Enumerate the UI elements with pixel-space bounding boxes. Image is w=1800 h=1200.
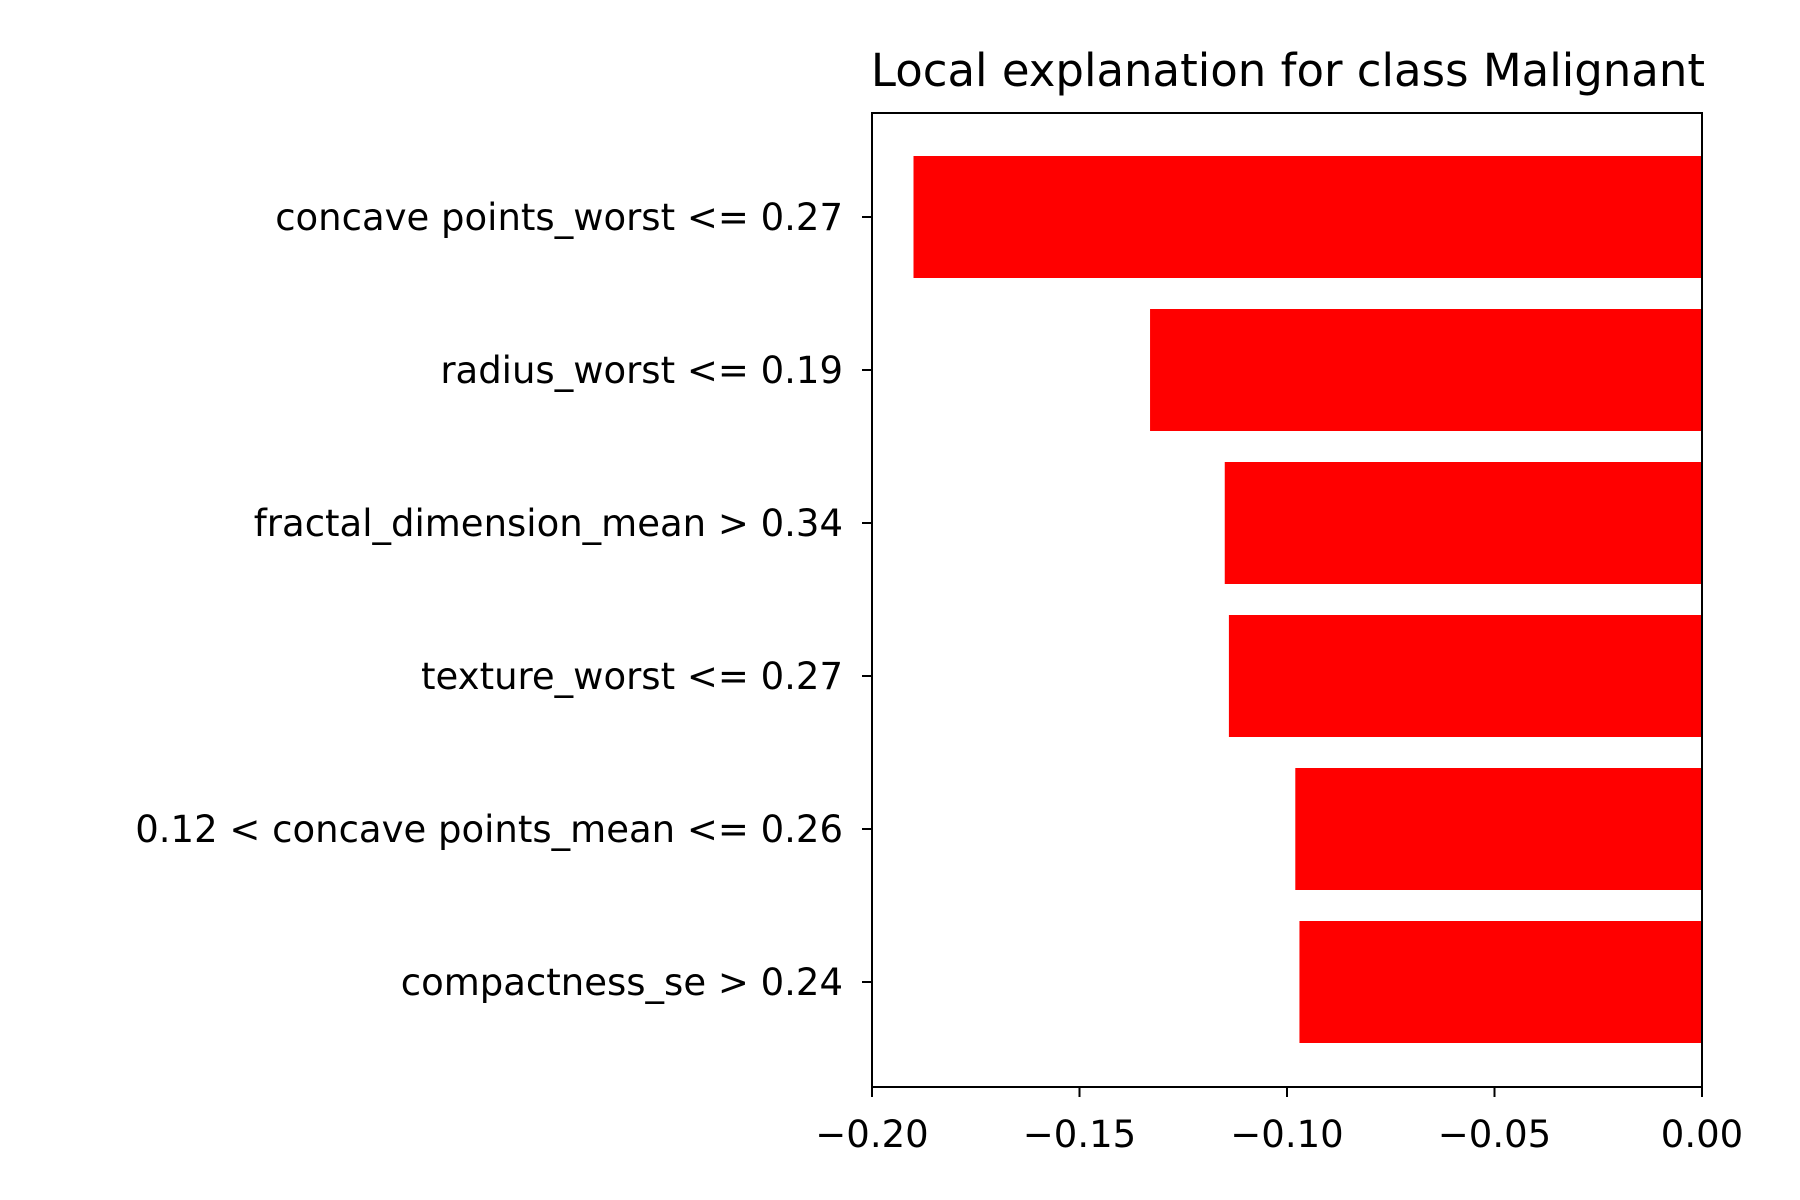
bar-3	[1228, 615, 1702, 737]
xtick-label-3: −0.05	[1438, 1113, 1551, 1156]
bar-1	[1150, 309, 1702, 431]
ytick-label-5: compactness_se > 0.24	[401, 961, 843, 1004]
ytick-label-2: fractal_dimension_mean > 0.34	[254, 502, 843, 545]
bar-0	[913, 156, 1702, 278]
bar-4	[1295, 768, 1702, 890]
xtick-label-0: −0.20	[815, 1113, 928, 1156]
ytick-label-0: concave points_worst <= 0.27	[275, 196, 843, 239]
ytick-label-3: texture_worst <= 0.27	[421, 655, 843, 698]
ytick-label-4: 0.12 < concave points_mean <= 0.26	[135, 808, 843, 851]
bars-layer	[913, 156, 1702, 1043]
bar-2	[1224, 462, 1702, 584]
xtick-label-2: −0.10	[1230, 1113, 1343, 1156]
ytick-label-1: radius_worst <= 0.19	[440, 349, 843, 392]
chart-title: Local explanation for class Malignant	[871, 44, 1705, 97]
xtick-label-4: 0.00	[1661, 1113, 1743, 1156]
axes-layer: concave points_worst <= 0.27 radius_worst…	[135, 112, 1743, 1156]
bar-5	[1299, 921, 1702, 1043]
xtick-label-1: −0.15	[1023, 1113, 1136, 1156]
